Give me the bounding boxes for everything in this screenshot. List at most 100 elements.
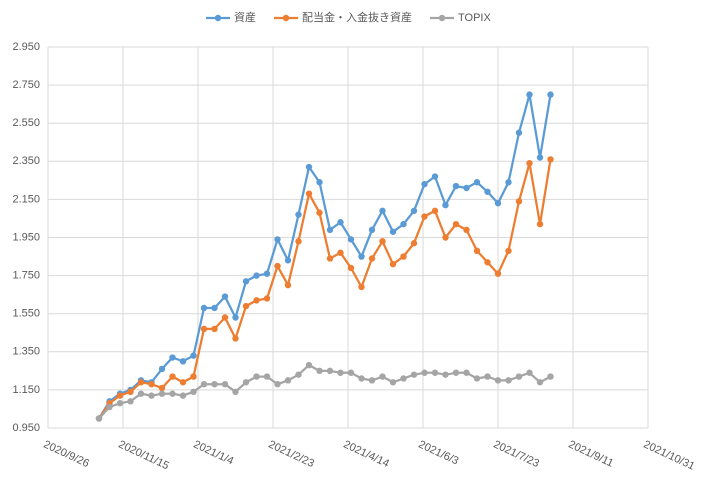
data-point (284, 257, 292, 264)
x-tick-label: 2021/1/4 (192, 438, 236, 467)
data-point (347, 264, 355, 272)
x-tick-label: 2020/9/26 (42, 438, 91, 470)
data-point (316, 367, 323, 375)
data-point (484, 259, 491, 266)
data-point (389, 379, 397, 386)
data-point (505, 247, 512, 255)
data-point (148, 380, 155, 388)
data-point (305, 190, 313, 197)
data-point (316, 179, 323, 186)
x-tick-label: 2021/9/11 (567, 438, 616, 469)
data-point (116, 400, 124, 407)
data-point (295, 211, 302, 218)
data-point (431, 369, 439, 376)
data-point (337, 219, 344, 226)
data-point (526, 91, 533, 98)
data-point (515, 373, 523, 380)
data-point (452, 369, 460, 376)
data-point (169, 390, 176, 397)
data-point (547, 91, 554, 98)
data-point (442, 234, 449, 241)
data-point (211, 304, 218, 312)
y-tick-label: 1.550 (12, 308, 40, 320)
data-point (253, 297, 260, 304)
data-point (494, 377, 502, 384)
data-point (127, 398, 134, 405)
data-point (148, 392, 155, 399)
x-tick-label: 2020/11/15 (117, 438, 171, 472)
data-point (347, 369, 355, 376)
data-point (221, 380, 229, 388)
data-point (274, 236, 281, 243)
data-point (179, 392, 187, 399)
data-point (526, 160, 533, 167)
data-point (127, 388, 134, 396)
x-tick-label: 2021/7/23 (492, 438, 541, 470)
data-point (232, 388, 239, 396)
y-tick-label: 1.150 (12, 384, 40, 396)
legend-label: 配当金・入金抜き資産 (302, 10, 412, 24)
y-tick-label: 0.950 (12, 422, 40, 434)
data-point (253, 272, 260, 279)
legend-marker (282, 14, 290, 22)
data-point (421, 369, 428, 376)
data-point (421, 213, 428, 220)
data-point (284, 377, 292, 384)
data-point (494, 270, 502, 277)
x-tick-label: 2021/4/14 (342, 438, 391, 470)
legend-marker (214, 14, 222, 22)
data-point (179, 358, 187, 365)
data-point (137, 379, 145, 386)
data-point (274, 262, 281, 270)
data-point (536, 154, 544, 161)
data-point (211, 325, 218, 333)
data-point (442, 201, 449, 209)
data-point (158, 365, 166, 373)
data-point (326, 226, 334, 234)
data-point (137, 390, 145, 397)
data-point (263, 270, 271, 277)
data-point (515, 198, 523, 205)
data-point (463, 226, 470, 234)
data-point (400, 253, 407, 260)
legend-marker (438, 14, 446, 22)
data-point (400, 375, 407, 382)
legend-label: 資産 (234, 11, 256, 24)
data-point (379, 238, 386, 245)
data-point (316, 209, 323, 216)
data-point (263, 295, 271, 302)
data-point (337, 249, 344, 256)
data-point (232, 335, 239, 342)
data-point (536, 220, 544, 228)
data-point (368, 255, 376, 262)
data-point (494, 200, 502, 207)
data-point (452, 182, 460, 190)
data-point (326, 367, 334, 375)
y-tick-label: 1.350 (12, 346, 40, 358)
data-point (200, 304, 208, 312)
data-point (242, 278, 250, 285)
data-point (232, 314, 239, 321)
data-point (421, 180, 428, 188)
data-point (305, 361, 313, 369)
data-point (368, 226, 376, 234)
data-point (242, 379, 250, 386)
data-point (368, 377, 376, 384)
data-point (431, 173, 439, 180)
data-point (190, 352, 197, 359)
y-tick-label: 2.150 (12, 193, 40, 205)
data-point (463, 369, 470, 376)
data-point (505, 377, 512, 384)
data-point (410, 207, 418, 215)
data-point (452, 220, 460, 228)
data-point (200, 325, 208, 333)
y-tick-label: 2.350 (12, 155, 40, 167)
data-point (358, 253, 365, 260)
data-point (431, 207, 439, 215)
data-point (389, 228, 397, 235)
data-point (169, 373, 176, 380)
data-point (473, 179, 481, 186)
data-point (358, 375, 365, 382)
x-tick-label: 2021/6/3 (417, 438, 461, 467)
